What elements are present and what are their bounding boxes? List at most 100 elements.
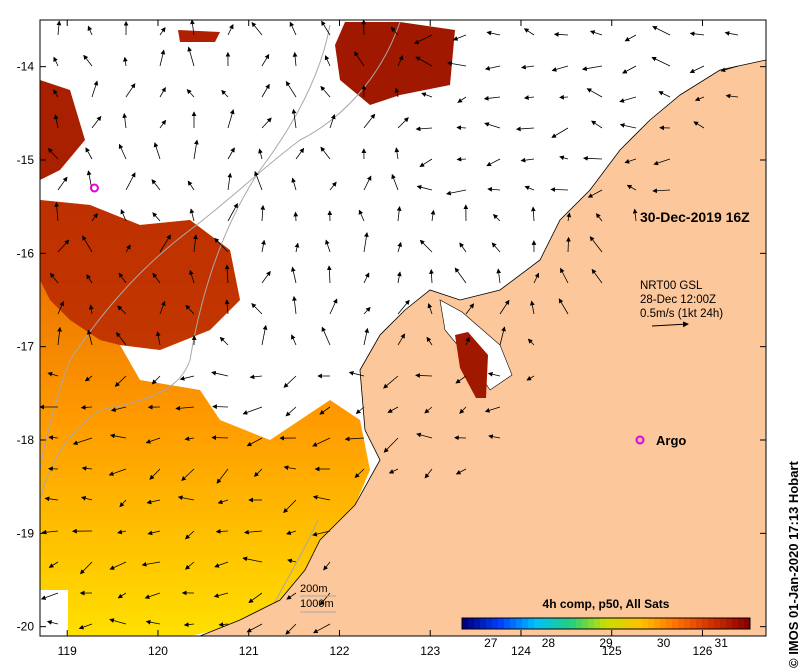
current-vector — [117, 305, 127, 315]
current-vector — [179, 375, 195, 381]
current-vector — [551, 65, 569, 72]
current-vector — [109, 433, 127, 439]
current-vector — [151, 179, 161, 191]
current-vector — [159, 87, 166, 98]
current-vector — [383, 375, 399, 389]
current-vector — [185, 304, 195, 315]
colorbar-cell — [540, 618, 547, 629]
current-vector — [591, 268, 603, 284]
current-vector — [286, 592, 297, 600]
current-vector — [261, 270, 271, 284]
current-vectors — [40, 20, 739, 635]
colorbar-cell — [618, 618, 625, 629]
current-vector — [214, 561, 229, 568]
colorbar-tick-label: 27 — [484, 636, 498, 650]
x-tick-label: 121 — [239, 644, 259, 658]
current-vector — [354, 51, 365, 67]
current-vector — [529, 300, 535, 315]
current-vector — [589, 236, 603, 253]
current-vector — [484, 65, 501, 71]
current-vector — [211, 370, 229, 377]
y-tick-label: -14 — [17, 60, 35, 74]
colorbar-cell — [576, 618, 583, 629]
colorbar-cell — [690, 618, 697, 629]
current-vector — [216, 468, 229, 484]
current-vector — [242, 406, 263, 415]
current-vector — [181, 468, 195, 482]
colorbar-cell — [516, 618, 523, 629]
current-vector — [396, 206, 402, 222]
current-vector — [324, 55, 331, 67]
current-vector — [54, 201, 60, 222]
current-vector — [152, 212, 161, 222]
current-vector — [183, 622, 195, 627]
current-vector — [189, 269, 195, 284]
colorbar-tick-label: 30 — [657, 636, 671, 650]
colorbar-tick-label: 29 — [599, 636, 613, 650]
current-vector — [319, 592, 331, 606]
colorbar-cell — [654, 618, 661, 629]
current-vector — [151, 375, 161, 385]
current-vector — [91, 115, 102, 129]
colorbar-cell — [546, 618, 553, 629]
current-vector — [624, 34, 637, 42]
current-vector — [421, 92, 433, 98]
current-vector — [397, 241, 402, 253]
current-vector — [261, 117, 272, 129]
current-vector — [211, 435, 229, 441]
current-vector — [292, 51, 298, 67]
current-scale: 0.5m/s (1kt 24h) — [640, 308, 723, 320]
isobath-legend-200m: 200m — [300, 583, 328, 595]
current-vector — [416, 432, 433, 439]
current-vector — [292, 295, 297, 315]
current-vector — [416, 184, 433, 191]
current-vector — [213, 592, 229, 598]
current-vector — [144, 592, 161, 599]
colorbar-cell — [462, 618, 469, 629]
y-tick-label: -20 — [17, 620, 35, 634]
current-vector — [118, 272, 127, 284]
colorbar-cell — [474, 618, 481, 629]
current-vector — [283, 375, 297, 388]
current-vector — [459, 406, 467, 414]
current-vector — [82, 235, 93, 253]
current-vector — [185, 530, 195, 540]
current-vector — [261, 324, 268, 346]
imos-credit: © IMOS 01-Jan-2020 17:13 Hobart — [786, 461, 801, 668]
colorbar-cell — [492, 618, 499, 629]
current-vector — [155, 331, 161, 346]
current-vector — [550, 187, 569, 192]
current-vector — [46, 620, 59, 625]
x-tick-label: 122 — [329, 644, 349, 658]
colorbar-cell — [522, 618, 529, 629]
current-vector — [454, 267, 467, 284]
current-vector — [465, 336, 470, 346]
current-vector — [499, 299, 510, 315]
current-vector — [329, 181, 337, 191]
current-vector — [523, 95, 535, 100]
current-vector — [57, 239, 70, 253]
colorbar-cell — [744, 618, 751, 629]
colorbar-cell — [732, 618, 739, 629]
current-vector — [491, 242, 501, 253]
current-vector — [145, 437, 161, 444]
kingsound-sst — [455, 332, 488, 398]
colorbar-tick-label: 28 — [542, 636, 556, 650]
current-vector — [153, 142, 161, 160]
axis-ticks: 119 120 121 122 123 124 125 126 -14 -15 -16 -17 -18 -… — [17, 20, 766, 658]
current-vector — [53, 89, 59, 98]
current-vector — [486, 30, 501, 36]
colorbar-cell — [588, 618, 595, 629]
current-vector — [455, 468, 467, 475]
current-vector — [312, 623, 331, 634]
current-vector — [652, 188, 671, 194]
current-vector — [159, 119, 167, 129]
current-vector — [329, 114, 336, 129]
current-vector — [424, 406, 433, 414]
colorbar-cell — [630, 618, 637, 629]
current-vector — [724, 31, 739, 36]
current-vector — [591, 120, 603, 129]
current-vector — [109, 561, 127, 570]
current-scale-arrow — [651, 321, 689, 328]
current-vector — [215, 529, 229, 534]
